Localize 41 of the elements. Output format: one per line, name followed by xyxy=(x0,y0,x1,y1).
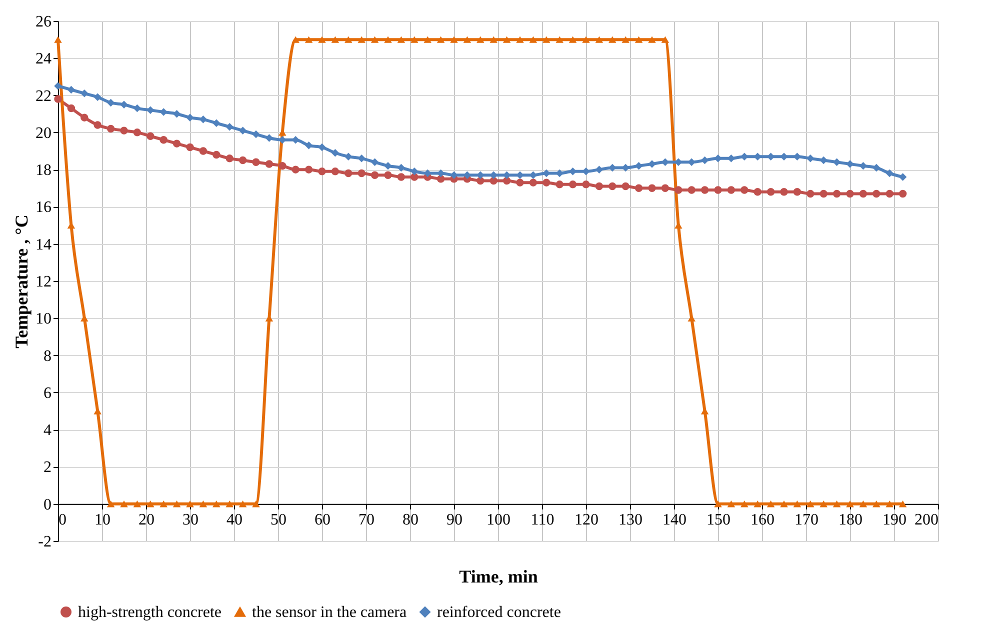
x-tick-label: 190 xyxy=(882,511,906,528)
x-tick-label: 110 xyxy=(530,511,554,528)
y-tick-label: 8 xyxy=(44,348,52,365)
x-tick-label: 130 xyxy=(618,511,642,528)
y-tick-label: 6 xyxy=(44,384,52,402)
y-tick-label: 14 xyxy=(36,236,52,254)
x-tick-label: 140 xyxy=(662,511,686,528)
y-tick-label: 22 xyxy=(36,88,52,105)
legend-label: the sensor in the camera xyxy=(252,604,407,621)
x-tick-label: 70 xyxy=(358,511,374,528)
y-tick-label: 12 xyxy=(36,274,52,290)
x-tick-label: 30 xyxy=(182,511,198,528)
y-tick-label: 26 xyxy=(36,14,52,30)
y-tick-label: 0 xyxy=(44,496,52,514)
x-tick-label: 180 xyxy=(838,511,862,528)
x-tick-label: 90 xyxy=(446,511,462,528)
x-tick-label: 100 xyxy=(486,511,510,528)
x-tick-label: 120 xyxy=(574,511,598,528)
y-tick-label: 2 xyxy=(44,459,52,476)
x-tick-label: 200 xyxy=(914,511,938,528)
y-axis-title: Temperature , °C xyxy=(12,214,32,348)
y-tick-label: 10 xyxy=(36,310,52,328)
x-axis-title: Time, min xyxy=(459,566,538,586)
y-tick-label: 16 xyxy=(36,199,52,216)
x-tick-label: 160 xyxy=(750,511,774,528)
x-tick-label: 150 xyxy=(706,511,730,528)
x-tick-label: 0 xyxy=(58,511,66,528)
x-tick-label: 40 xyxy=(226,511,242,528)
x-tick-label: 50 xyxy=(270,511,286,528)
x-tick-label: 10 xyxy=(94,511,110,528)
legend-label: high-strength concrete xyxy=(78,604,222,621)
legend-label: reinforced concrete xyxy=(437,604,561,621)
y-tick-label: 4 xyxy=(44,422,52,440)
y-tick-label: 18 xyxy=(36,162,52,180)
x-tick-label: 20 xyxy=(138,511,154,528)
y-tick-label: -2 xyxy=(38,534,52,550)
x-tick-label: 60 xyxy=(314,511,330,528)
y-tick-label: 20 xyxy=(36,124,52,142)
x-tick-label: 80 xyxy=(402,511,418,528)
y-tick-label: 24 xyxy=(36,50,52,68)
x-tick-label: 170 xyxy=(794,511,818,528)
